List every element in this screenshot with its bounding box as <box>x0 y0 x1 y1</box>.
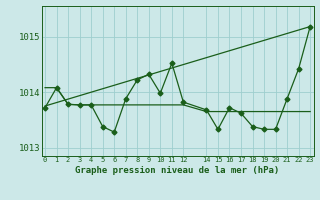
X-axis label: Graphe pression niveau de la mer (hPa): Graphe pression niveau de la mer (hPa) <box>76 166 280 175</box>
